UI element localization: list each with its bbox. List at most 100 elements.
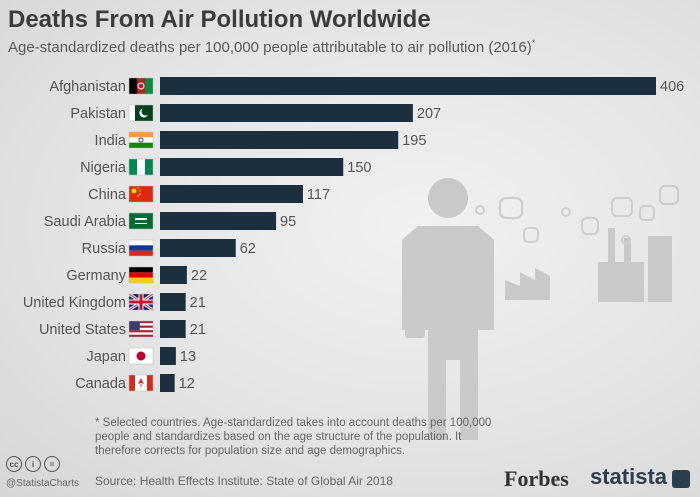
- flag-stripe: [129, 330, 153, 333]
- flag-stripe: [145, 78, 153, 94]
- flag-stripe: [129, 142, 153, 148]
- factory-left-shape: [505, 268, 550, 300]
- value-label: 117: [307, 187, 330, 203]
- bar: [160, 347, 176, 365]
- flag-stripe: [137, 78, 145, 94]
- flag-cross: [129, 300, 153, 304]
- smog-cloud-shape: [639, 205, 655, 221]
- value-label: 13: [180, 349, 196, 365]
- chart-title: Deaths From Air Pollution Worldwide: [8, 6, 431, 33]
- flag-border: [128, 185, 154, 203]
- tower-building: [648, 236, 672, 302]
- chimney-shape: [624, 238, 631, 262]
- flag-border: [128, 131, 154, 149]
- source-note: Source: Health Effects Institute: State …: [95, 474, 393, 488]
- smog-dot-shape: [561, 207, 571, 217]
- smog-cloud-shape: [499, 197, 523, 219]
- united-states-flag: [128, 320, 154, 338]
- briefcase-shape: [405, 312, 425, 338]
- flag-border: [128, 293, 154, 311]
- flag-stripe: [129, 250, 153, 256]
- flag-star: [131, 188, 137, 194]
- category-label: China: [88, 187, 127, 203]
- flag-border: [128, 239, 154, 257]
- forbes-logo: Forbes: [504, 466, 569, 491]
- value-label: 207: [417, 106, 441, 122]
- smog-dot-shape: [621, 235, 631, 245]
- flag-stripe: [137, 159, 145, 175]
- bar: [160, 77, 656, 95]
- flag-stripe: [129, 240, 153, 246]
- flag-stripe: [129, 327, 153, 331]
- category-label: Canada: [75, 376, 127, 392]
- flag-band: [147, 375, 153, 391]
- flag-border: [128, 158, 154, 176]
- flag-stripe: [129, 325, 153, 328]
- flag-stripe: [129, 159, 137, 175]
- flag-stripe: [145, 159, 153, 175]
- category-label: Afghanistan: [49, 79, 126, 95]
- flag-border: [128, 77, 154, 95]
- flag-band: [129, 375, 135, 391]
- flag-border: [128, 266, 154, 284]
- flag-border: [128, 212, 154, 230]
- pakistan-flag: [128, 104, 154, 122]
- value-label: 22: [191, 268, 207, 284]
- bar: [160, 239, 236, 257]
- bar: [160, 158, 344, 176]
- afghanistan-flag: [128, 77, 154, 95]
- flag-star: [137, 195, 139, 197]
- statista-logo: statista: [590, 464, 668, 489]
- flag-border: [128, 104, 154, 122]
- nigeria-flag: [128, 158, 154, 176]
- bar: [160, 104, 413, 122]
- person-head-shape: [428, 178, 468, 218]
- cc-icon: cc: [6, 456, 22, 472]
- value-label: 406: [660, 79, 684, 95]
- flag-stripe: [129, 267, 153, 273]
- category-label: India: [95, 133, 127, 149]
- flag-stripe: [129, 332, 153, 335]
- bar: [160, 293, 186, 311]
- flag-border: [128, 347, 154, 365]
- category-label: Saudi Arabia: [44, 214, 127, 230]
- canada-flag: [128, 374, 154, 392]
- flag-emblem: [137, 82, 145, 90]
- flag-crescent-cut: [141, 107, 150, 116]
- smog-cloud-shape: [581, 217, 599, 235]
- subtitle-text: Age-standardized deaths per 100,000 peop…: [8, 39, 532, 56]
- flag-stripe: [129, 321, 153, 324]
- value-label: 12: [179, 376, 195, 392]
- category-label: United Kingdom: [23, 295, 126, 311]
- license-icons: cc i =: [6, 456, 60, 472]
- united-kingdom-flag: [128, 292, 154, 312]
- flag-stripe: [129, 277, 153, 283]
- smog-cloud-shape: [611, 197, 633, 217]
- smog-dot-shape: [475, 205, 485, 215]
- bar: [160, 266, 187, 284]
- factory-right-building: [598, 262, 644, 302]
- japan-flag: [128, 347, 154, 365]
- chimney-shape: [608, 228, 615, 262]
- bar: [160, 212, 277, 230]
- statista-logo-mark: [672, 470, 690, 488]
- value-label: 62: [240, 241, 256, 257]
- germany-flag: [128, 266, 154, 284]
- smog-cloud-shape: [659, 185, 679, 205]
- statista-handle: @StatistaCharts: [6, 478, 79, 489]
- flag-stripe: [129, 272, 153, 278]
- by-icon: i: [25, 456, 41, 472]
- flag-leaf-stem: [140, 384, 142, 387]
- value-label: 21: [190, 295, 206, 311]
- flag-stripe: [129, 105, 135, 121]
- flag-star: [139, 189, 141, 192]
- flag-sword: [135, 223, 147, 224]
- smog-cloud-shape: [523, 227, 539, 243]
- person-body-shape: [402, 226, 494, 440]
- category-label: Germany: [66, 268, 126, 284]
- flag-wheel: [138, 137, 144, 143]
- bar: [160, 185, 303, 203]
- flag-stripe: [129, 245, 153, 251]
- flag-stripe: [129, 323, 153, 326]
